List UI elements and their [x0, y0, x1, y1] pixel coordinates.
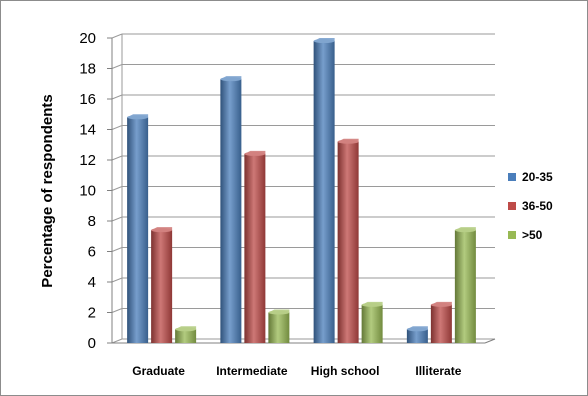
y-axis-label: Percentage of respondents [39, 94, 56, 287]
axes [107, 34, 496, 344]
legend-item-36-50: 36-50 [508, 199, 553, 213]
y-tick-label: 6 [88, 244, 96, 261]
y-tick-label: 4 [88, 274, 96, 291]
bar-intermediate->50 [268, 309, 290, 343]
bar-front [406, 329, 428, 343]
y-tick-label: 12 [79, 152, 96, 169]
gridline-diagonal [111, 33, 123, 39]
bar-front [454, 230, 476, 343]
legend-label: 36-50 [522, 199, 553, 213]
y-tick-label: 2 [88, 305, 96, 322]
bar-illiterate-20-35 [406, 326, 428, 343]
bar-front [220, 79, 242, 344]
gridline-diagonal [111, 155, 123, 161]
gridline-diagonal [111, 125, 123, 130]
bar-graduate->50 [175, 326, 197, 343]
bars [127, 38, 476, 344]
bar-cap [220, 77, 242, 82]
y-tick-label: 10 [79, 183, 96, 200]
bar-illiterate->50 [454, 227, 476, 343]
bar-cap [430, 302, 452, 307]
bar-cap [268, 310, 290, 315]
y-tick-label: 14 [79, 122, 96, 139]
y-tick-label: 0 [88, 335, 96, 352]
bar-cap [151, 228, 173, 233]
gridline-diagonal [111, 216, 123, 222]
bar-graduate-20-35 [127, 114, 149, 343]
legend-label: 20-35 [522, 170, 553, 184]
bar-graduate-36-50 [151, 227, 173, 343]
bar-cap [406, 327, 428, 332]
y-tick-label: 16 [79, 91, 96, 108]
bar-cap [361, 302, 383, 307]
bar-illiterate-36-50 [430, 301, 452, 343]
bar-front [127, 117, 149, 343]
gridline-diagonal [111, 94, 123, 100]
gridline-diagonal [111, 338, 123, 344]
x-tick-label: Illiterate [415, 364, 461, 378]
bar-high-school->50 [361, 301, 383, 343]
bar-high-school-36-50 [337, 138, 359, 343]
x-tick-labels: Graduate Intermediate High school Illiterat… [132, 364, 461, 378]
gridline-diagonal [111, 64, 123, 69]
y-tick-label: 18 [79, 61, 96, 78]
y-tick-labels: 0 2 4 6 8 10 12 14 16 18 20 [79, 30, 96, 352]
bar-intermediate-20-35 [220, 76, 242, 344]
bar-intermediate-36-50 [244, 150, 266, 343]
bar-cap [337, 139, 359, 144]
bar-front [430, 304, 452, 343]
bar-front [244, 153, 266, 343]
legend-item-20-35: 20-35 [508, 170, 553, 184]
bar-front [175, 329, 197, 343]
bar-cap [127, 115, 149, 120]
bar-cap [454, 228, 476, 233]
legend-item->50: >50 [508, 228, 543, 242]
bar-cap [175, 327, 197, 332]
bar-front [337, 141, 359, 343]
legend-swatch [508, 173, 516, 181]
bar-front [361, 304, 383, 343]
gridline-diagonal [111, 308, 123, 313]
bar-front [268, 312, 290, 343]
bar-high-school-20-35 [313, 38, 335, 344]
legend: 20-35 36-50 >50 [508, 170, 553, 242]
gridline-diagonal [111, 186, 123, 191]
floor-edge [484, 338, 496, 344]
x-tick-label: Graduate [132, 364, 185, 378]
bar-cap [244, 151, 266, 156]
legend-label: >50 [522, 228, 543, 242]
bar-front [313, 41, 335, 344]
gridline-diagonal [111, 247, 123, 252]
y-tick-label: 8 [88, 213, 96, 230]
bar-front [151, 230, 173, 343]
legend-swatch [508, 231, 516, 239]
y-tick-label: 20 [79, 30, 96, 47]
bar-cap [313, 39, 335, 44]
gridline-diagonal [111, 277, 123, 283]
x-tick-label: Intermediate [216, 364, 288, 378]
legend-swatch [508, 202, 516, 210]
x-tick-label: High school [311, 364, 380, 378]
